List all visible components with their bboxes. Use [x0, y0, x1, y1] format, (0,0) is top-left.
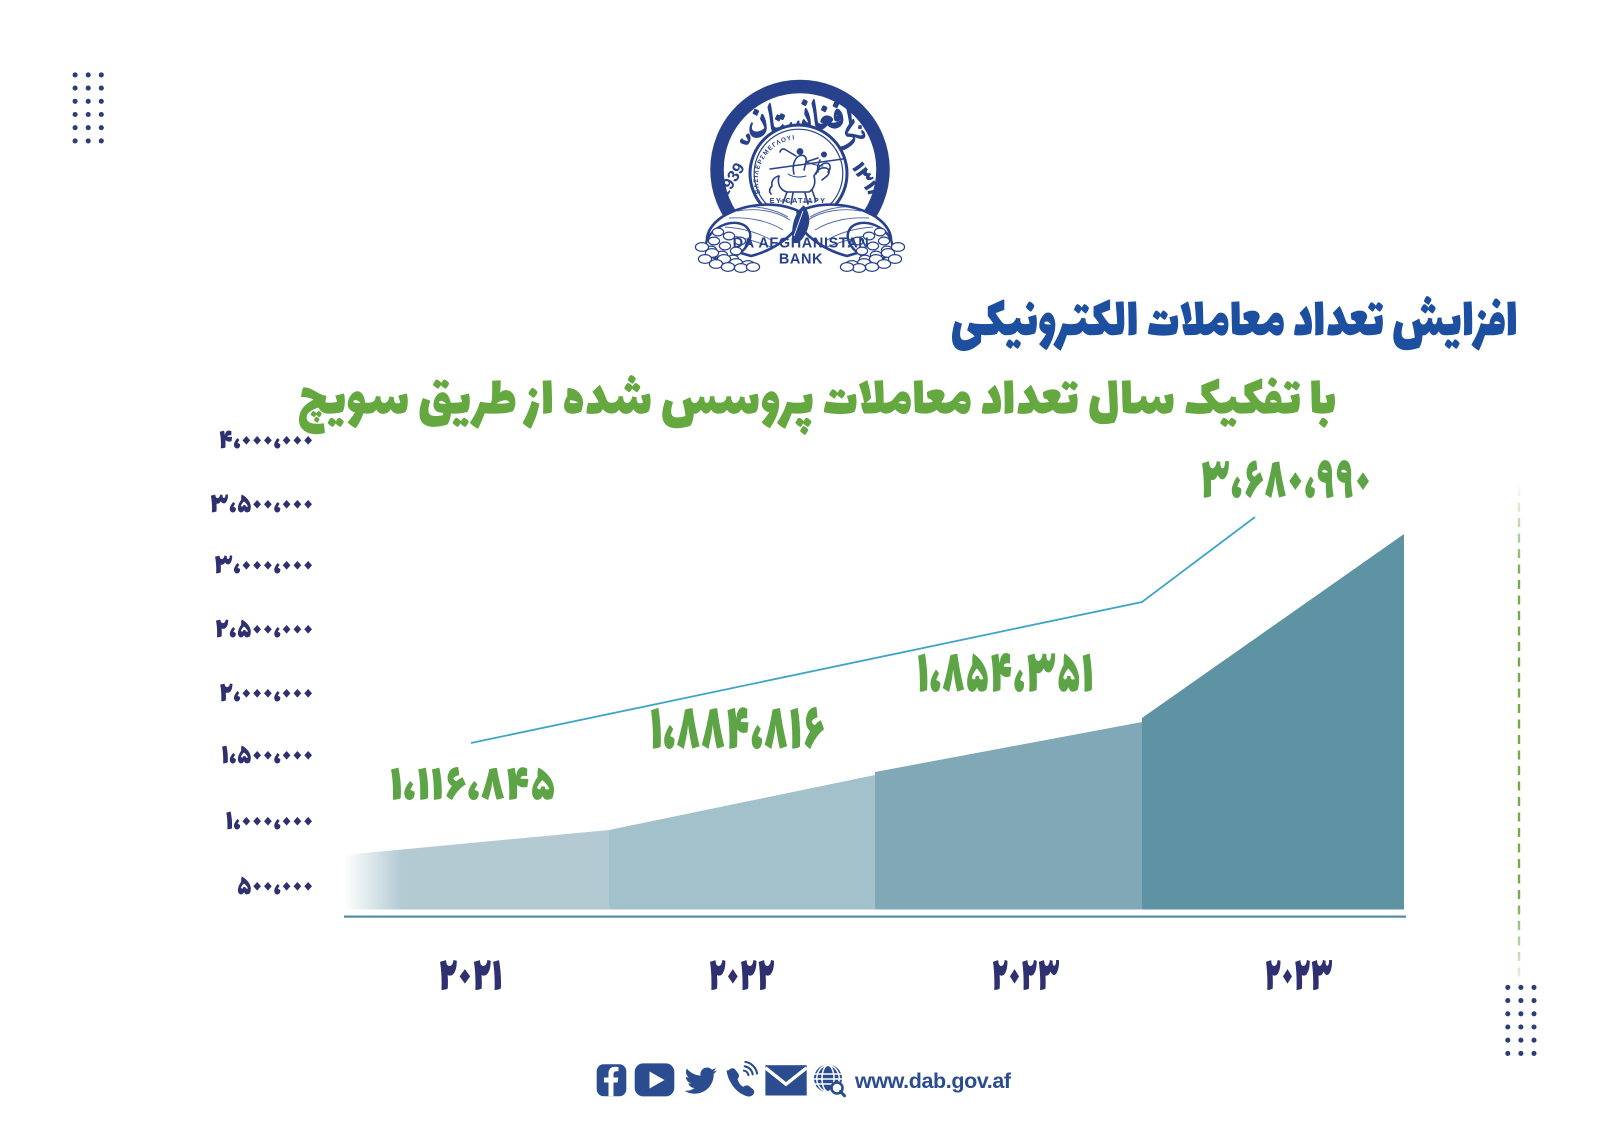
- svg-text:EY:CATIAPY: EY:CATIAPY: [770, 196, 827, 205]
- svg-text:BANK: BANK: [779, 252, 823, 268]
- svg-text:www.dab.gov.af: www.dab.gov.af: [854, 1069, 1012, 1093]
- svg-text:DA AFGHANISTAN: DA AFGHANISTAN: [733, 236, 870, 252]
